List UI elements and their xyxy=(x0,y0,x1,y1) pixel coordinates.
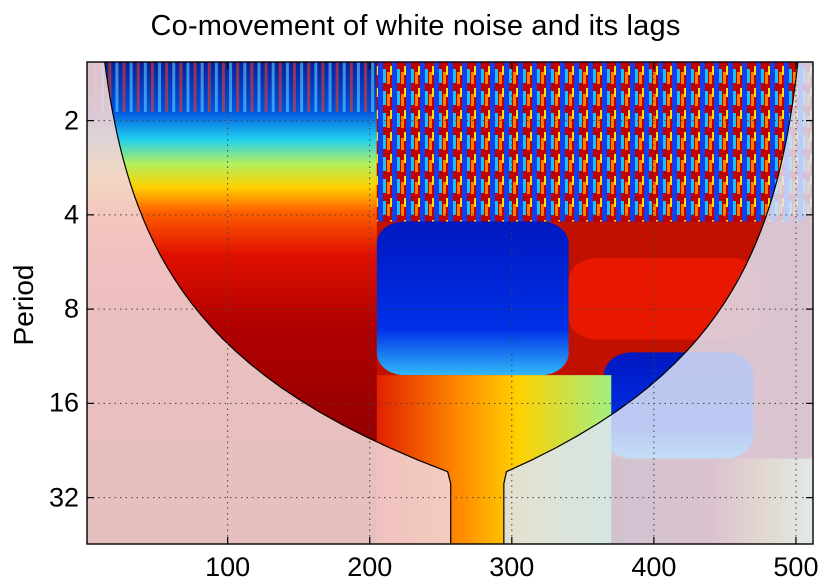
heatmap-texture-36 xyxy=(349,62,353,112)
heatmap-texture-3 xyxy=(115,62,119,112)
heatmap-texture-17 xyxy=(214,62,218,112)
heatmap-texture-2 xyxy=(108,62,112,112)
heatmap-region-5 xyxy=(376,62,813,222)
heatmap-texture-16 xyxy=(207,62,211,112)
heatmap-texture-14 xyxy=(193,62,197,112)
cone-shade-left xyxy=(87,62,451,544)
heatmap-texture-26 xyxy=(278,62,282,112)
cone-boundary-left xyxy=(104,62,452,544)
heatmap-texture-27 xyxy=(285,62,289,112)
heatmap-texture-38 xyxy=(364,62,368,112)
heatmap-texture-23 xyxy=(257,62,261,112)
heatmap-texture-29 xyxy=(300,62,304,112)
heatmap-texture-7 xyxy=(143,62,147,112)
y-tick-label: 2 xyxy=(63,105,79,136)
x-tick-label: 500 xyxy=(773,552,819,582)
heatmap-texture-15 xyxy=(200,62,204,112)
y-tick-label: 4 xyxy=(63,199,79,230)
heatmap-texture-4 xyxy=(122,62,126,112)
heatmap-region-6 xyxy=(376,221,569,376)
heatmap-texture-12 xyxy=(179,62,183,112)
heatmap-texture-33 xyxy=(328,62,332,112)
heatmap-texture-37 xyxy=(356,62,360,112)
cone-shade-right xyxy=(503,62,813,544)
heatmap-texture-11 xyxy=(172,62,176,112)
heatmap-texture-19 xyxy=(229,62,233,112)
y-tick-label: 32 xyxy=(48,482,79,513)
x-tick-label: 300 xyxy=(489,552,535,582)
heatmap-texture-28 xyxy=(293,62,297,112)
cone-boundary-right xyxy=(503,62,799,544)
heatmap-texture-24 xyxy=(264,62,268,112)
chart-title: Co-movement of white noise and its lags xyxy=(150,10,681,42)
plot-frame xyxy=(86,61,814,545)
heatmap-texture-34 xyxy=(335,62,339,112)
x-tick-label: 200 xyxy=(347,552,393,582)
heatmap-texture-39 xyxy=(371,62,375,112)
x-tick-label: 100 xyxy=(205,552,251,582)
heatmap-texture-30 xyxy=(307,62,311,112)
heatmap-texture-35 xyxy=(342,62,346,112)
heatmap-texture-18 xyxy=(221,62,225,112)
heatmap-texture-13 xyxy=(186,62,190,112)
heatmap-texture-31 xyxy=(314,62,318,112)
y-tick-label: 16 xyxy=(48,387,79,418)
heatmap-texture-8 xyxy=(150,62,154,112)
y-tick-label: 8 xyxy=(63,293,79,324)
heatmap-texture-21 xyxy=(243,62,247,112)
heatmap-texture-6 xyxy=(136,62,140,112)
heatmap-texture-22 xyxy=(250,62,254,112)
heatmap-texture-9 xyxy=(158,62,162,112)
heatmap-texture-32 xyxy=(321,62,325,112)
heatmap-texture-10 xyxy=(165,62,169,112)
heatmap-texture-5 xyxy=(129,62,133,112)
x-tick-label: 400 xyxy=(631,552,677,582)
heatmap-texture-20 xyxy=(236,62,240,112)
heatmap-texture-25 xyxy=(271,62,275,112)
